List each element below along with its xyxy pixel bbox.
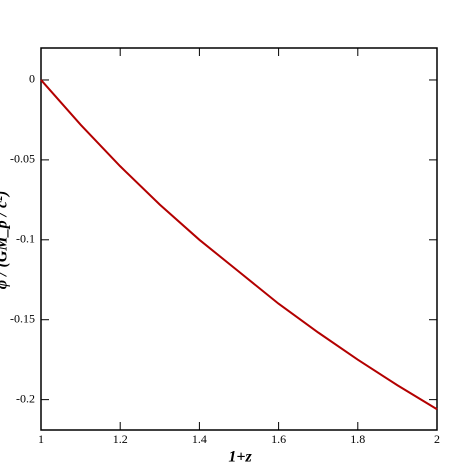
x-axis-title: 1+z	[228, 449, 252, 466]
line	[40, 79, 438, 411]
y-axis-title: φ / (GM_p / c²)	[0, 191, 11, 290]
y-tick-label: -0.05	[10, 152, 35, 166]
y-tick-label: 0	[29, 72, 35, 86]
x-tick-label: 1.6	[271, 432, 286, 446]
y-tick-label: -0.1	[16, 232, 35, 246]
x-tick-label: 1.2	[113, 432, 128, 446]
x-tick-label: 1.8	[350, 432, 365, 446]
y-tick-label: -0.15	[10, 311, 35, 325]
plot-frame	[40, 47, 438, 431]
x-tick-label: 1	[38, 432, 44, 446]
x-tick-label: 2	[434, 432, 440, 446]
x-tick-label: 1.4	[192, 432, 207, 446]
y-tick-label: -0.2	[16, 391, 35, 405]
